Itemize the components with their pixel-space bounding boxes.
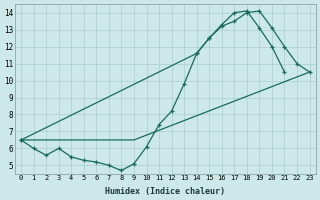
X-axis label: Humidex (Indice chaleur): Humidex (Indice chaleur) (105, 187, 225, 196)
